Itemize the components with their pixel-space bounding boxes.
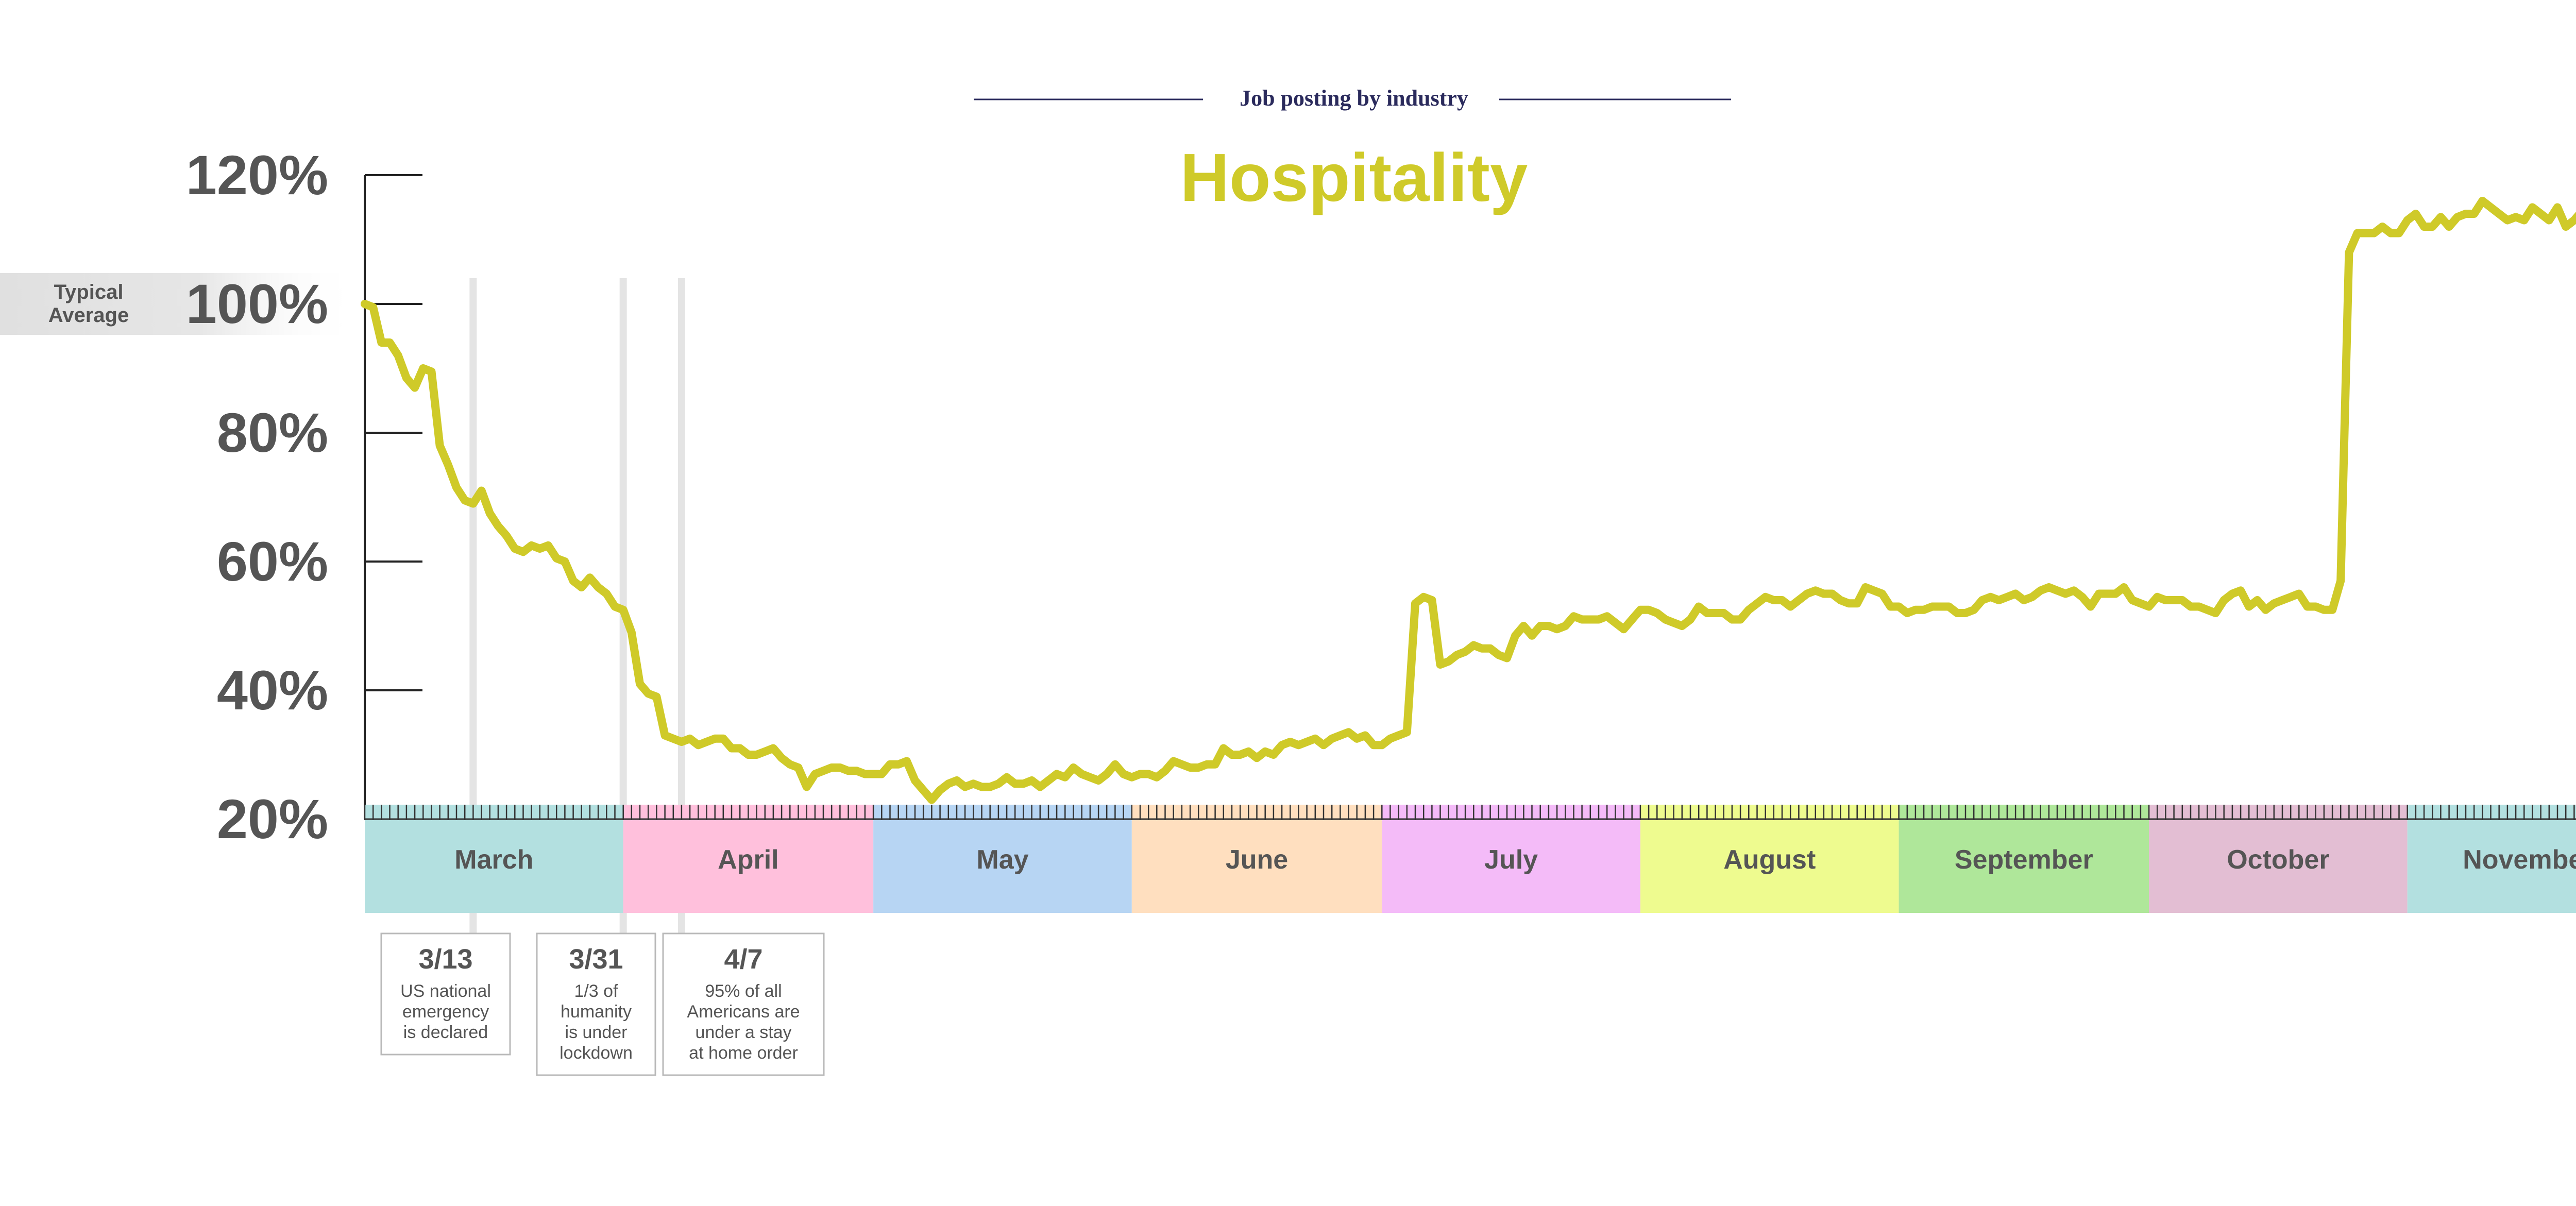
annotation-text-1-2: is under: [565, 1023, 628, 1042]
annotation-date-1: 3/31: [569, 944, 623, 975]
day-ticks: [364, 805, 2576, 820]
month-band-november: [2407, 820, 2576, 913]
y-tick-label-1: 40%: [217, 659, 328, 721]
typical-average-label-line2: Average: [48, 304, 129, 327]
typical-average-band-fill: [0, 273, 361, 335]
annotation-box-1: [536, 932, 656, 1076]
month-band-april: [623, 820, 874, 913]
month-label-march: March: [454, 845, 533, 875]
month-label-october: October: [2227, 845, 2329, 875]
annotation-date-0: 3/13: [418, 944, 472, 975]
month-strip-july: [1382, 805, 1640, 820]
y-tick-label-0: 20%: [217, 788, 328, 850]
month-band-august: [1640, 820, 1899, 913]
chart-header: Job posting by industry: [974, 86, 1731, 111]
chart-title: Hospitality: [1180, 140, 1528, 215]
month-label-august: August: [1723, 845, 1816, 875]
month-label-april: April: [718, 845, 778, 875]
annotation-date-2: 4/7: [724, 944, 762, 975]
month-label-september: September: [1955, 845, 2093, 875]
month-label-november: November: [2463, 845, 2576, 875]
month-bands: March April May June July August September Octo…: [365, 805, 2576, 913]
month-strip-august: [1640, 805, 1899, 820]
annotation-text-0-1: emergency: [402, 1002, 489, 1022]
month-strip-may: [873, 805, 1132, 820]
y-tick-label-4: 100%: [186, 273, 328, 335]
annotation-text-0-2: is declared: [403, 1023, 488, 1042]
annotation-box-0: [380, 932, 511, 1056]
y-tick-label-5: 120%: [186, 144, 328, 206]
annotation-text-1-1: humanity: [561, 1002, 632, 1022]
day-tick-marks: [364, 805, 2575, 820]
month-strip-november: [2407, 805, 2576, 820]
annotation-text-2-3: at home order: [689, 1043, 798, 1063]
y-tick-label-2: 60%: [217, 530, 328, 592]
month-label-june: June: [1226, 845, 1288, 875]
annotation-box-2: [662, 932, 825, 1076]
typical-average-band: Typical Average: [0, 273, 361, 335]
y-tick-label-3: 80%: [217, 401, 328, 464]
month-band-march: [365, 820, 623, 913]
annotation-text-0-0: US national: [400, 981, 491, 1001]
annotation-text-2-2: under a stay: [695, 1023, 791, 1042]
month-label-may: May: [976, 845, 1028, 875]
month-label-july: July: [1484, 845, 1538, 875]
y-axis: 20% 40% 60% 80% 100% 120%: [186, 144, 422, 850]
annotation-text-2-1: Americans are: [687, 1002, 800, 1022]
header-label: Job posting by industry: [1240, 86, 1468, 111]
series-group: [361, 197, 2576, 804]
month-band-october: [2149, 820, 2408, 913]
annotation-text-1-3: lockdown: [560, 1043, 633, 1063]
month-band-may: [873, 820, 1132, 913]
annotation-text-2-0: 95% of all: [705, 981, 782, 1001]
month-band-june: [1131, 820, 1382, 913]
month-band-september: [1899, 820, 2149, 913]
month-band-july: [1382, 820, 1640, 913]
month-strip-october: [2149, 805, 2408, 820]
series-line-hospitality: [361, 197, 2576, 804]
month-strip-march: [365, 805, 623, 820]
annotation-text-1-0: 1/3 of: [574, 981, 618, 1001]
typical-average-label-line1: Typical: [54, 281, 124, 303]
